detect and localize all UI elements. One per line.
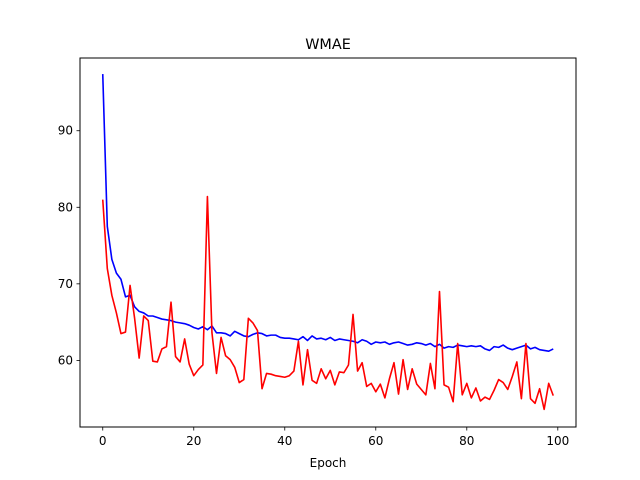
- y-tick-label: 80: [58, 200, 73, 214]
- x-tick-label: 60: [368, 434, 383, 448]
- x-tick-label: 80: [459, 434, 474, 448]
- x-tick-label: 20: [186, 434, 201, 448]
- chart-title: WMAE: [305, 37, 351, 53]
- series-line-1: [101, 74, 554, 353]
- x-axis-label: Epoch: [310, 456, 347, 470]
- plot-frame: [79, 57, 577, 428]
- series-layer: [101, 74, 554, 411]
- x-tick-label: 40: [277, 434, 292, 448]
- x-axis-ticks: 0 20 40 60 80 100: [99, 427, 569, 448]
- y-axis-ticks: 60 70 80 90: [58, 124, 80, 367]
- y-tick-label: 60: [58, 353, 73, 367]
- y-tick-label: 90: [58, 124, 73, 138]
- series-line-2: [101, 195, 554, 411]
- x-tick-label: 0: [99, 434, 107, 448]
- x-tick-label: 100: [546, 434, 569, 448]
- y-tick-label: 70: [58, 277, 73, 291]
